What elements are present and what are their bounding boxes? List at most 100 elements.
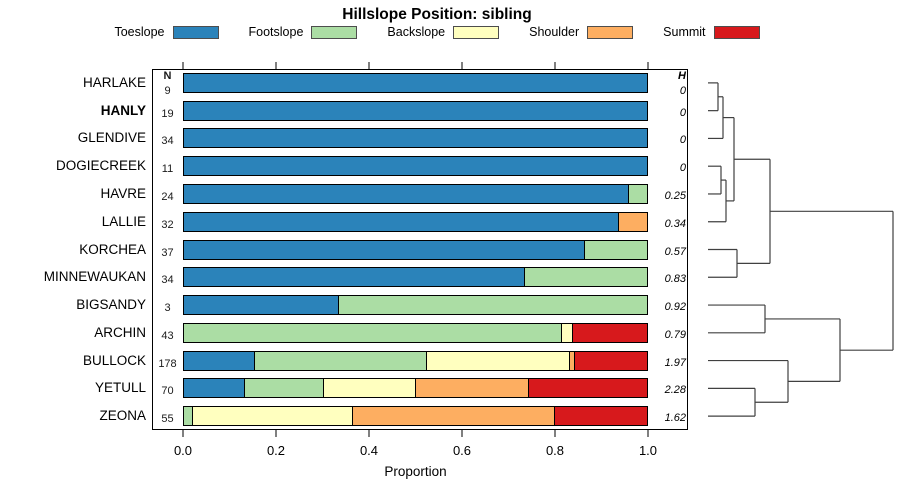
bar-segment-footslope — [524, 268, 647, 287]
h-value: 1.97 — [664, 356, 686, 369]
n-value: 3 — [164, 302, 171, 315]
h-column-header: H — [678, 69, 686, 82]
row-label-havre: HAVRE — [100, 185, 146, 201]
bar-segment-toeslope — [184, 268, 525, 287]
bar-segment-footslope — [243, 379, 323, 398]
n-value: 70 — [161, 385, 174, 398]
h-value: 0 — [679, 84, 686, 97]
axis-title: Proportion — [384, 464, 447, 479]
bar-segment-shoulder — [569, 351, 575, 370]
bar-segment-toeslope — [184, 379, 244, 398]
bar-glendive — [183, 128, 648, 149]
n-value: 34 — [161, 135, 174, 148]
bar-archin — [183, 322, 648, 343]
h-value: 0.92 — [664, 301, 686, 314]
n-value: 43 — [161, 329, 174, 342]
legend-item-toeslope: Toeslope — [114, 25, 219, 39]
bar-dogiecreek — [183, 156, 648, 177]
row-label-archin: ARCHIN — [94, 324, 146, 340]
axis-tick-label: 0.4 — [359, 443, 379, 458]
n-value: 178 — [158, 357, 177, 370]
n-value: 9 — [164, 84, 171, 97]
h-value: 0.34 — [664, 217, 686, 230]
bar-segment-backslope — [322, 379, 416, 398]
legend-item-footslope: Footslope — [249, 25, 358, 39]
h-value: 0 — [679, 106, 686, 119]
bar-segment-summit — [571, 323, 647, 342]
bar-segment-shoulder — [352, 407, 555, 426]
h-value: 0.25 — [664, 189, 686, 202]
bar-segment-footslope — [254, 351, 427, 370]
h-value: 0.57 — [664, 245, 686, 258]
row-label-bigsandy: BIGSANDY — [76, 297, 146, 313]
row-label-bullock: BULLOCK — [82, 352, 146, 368]
n-value: 34 — [161, 274, 174, 287]
bar-segment-footslope — [184, 407, 193, 426]
bar-segment-footslope — [184, 323, 561, 342]
bar-segment-toeslope — [184, 129, 647, 148]
row-label-korchea: KORCHEA — [79, 241, 146, 257]
axis-tick-label: 0.8 — [545, 443, 565, 458]
legend-label: Toeslope — [114, 25, 165, 39]
bar-segment-toeslope — [184, 212, 619, 231]
plot-box — [152, 69, 688, 430]
legend-swatch-icon — [713, 25, 760, 39]
bar-segment-backslope — [426, 351, 570, 370]
legend-swatch-icon — [587, 25, 634, 39]
row-label-yetull: YETULL — [94, 380, 146, 396]
row-label-minnewaukan: MINNEWAUKAN — [43, 269, 146, 285]
legend-item-backslope: Backslope — [387, 25, 500, 39]
h-value: 0.79 — [664, 328, 686, 341]
legend-label: Shoulder — [529, 25, 580, 39]
n-value: 24 — [161, 190, 174, 203]
bar-segment-shoulder — [415, 379, 528, 398]
bar-segment-toeslope — [184, 240, 585, 259]
bar-segment-summit — [554, 407, 647, 426]
legend-item-shoulder: Shoulder — [529, 25, 634, 39]
chart-title: Hillslope Position: sibling — [342, 6, 532, 23]
bar-segment-toeslope — [184, 73, 647, 92]
bar-minnewaukan — [183, 267, 648, 288]
row-label-dogiecreek: DOGIECREEK — [55, 158, 146, 174]
legend-swatch-icon — [453, 25, 500, 39]
axis-tick-label: 0.6 — [452, 443, 472, 458]
n-value: 19 — [161, 107, 174, 120]
h-value: 2.28 — [664, 384, 686, 397]
bar-yetull — [183, 378, 648, 399]
n-column-header: N — [163, 69, 172, 82]
legend-label: Footslope — [248, 25, 304, 39]
legend-item-summit: Summit — [663, 25, 760, 39]
h-value: 0.83 — [664, 273, 686, 286]
legend-label: Summit — [663, 25, 706, 39]
bar-segment-toeslope — [184, 351, 255, 370]
row-label-zeona: ZEONA — [99, 408, 146, 424]
bar-segment-shoulder — [618, 212, 647, 231]
bar-segment-backslope — [560, 323, 572, 342]
n-value: 37 — [161, 246, 174, 259]
legend-swatch-icon — [311, 25, 358, 39]
bar-hanly — [183, 100, 648, 121]
row-label-glendive: GLENDIVE — [77, 130, 146, 146]
bar-segment-toeslope — [184, 157, 647, 176]
row-label-harlake: HARLAKE — [82, 74, 146, 90]
h-value: 0 — [679, 162, 686, 175]
legend: Toeslope Footslope Backslope Shoulder Summit — [0, 25, 874, 39]
bar-segment-summit — [527, 379, 647, 398]
n-value: 32 — [161, 218, 174, 231]
row-label-hanly: HANLY — [100, 102, 146, 118]
bar-lallie — [183, 211, 648, 232]
bar-korchea — [183, 239, 648, 260]
bar-segment-footslope — [584, 240, 647, 259]
axis-tick-label: 0.0 — [173, 443, 193, 458]
bar-bullock — [183, 350, 648, 371]
bar-bigsandy — [183, 295, 648, 316]
bar-segment-toeslope — [184, 296, 339, 315]
h-value: 1.62 — [664, 412, 686, 425]
axis-tick-label: 0.2 — [266, 443, 286, 458]
bar-segment-footslope — [627, 184, 647, 203]
n-value: 11 — [161, 163, 174, 176]
bar-segment-backslope — [192, 407, 353, 426]
bar-harlake — [183, 72, 648, 93]
bar-zeona — [183, 406, 648, 427]
